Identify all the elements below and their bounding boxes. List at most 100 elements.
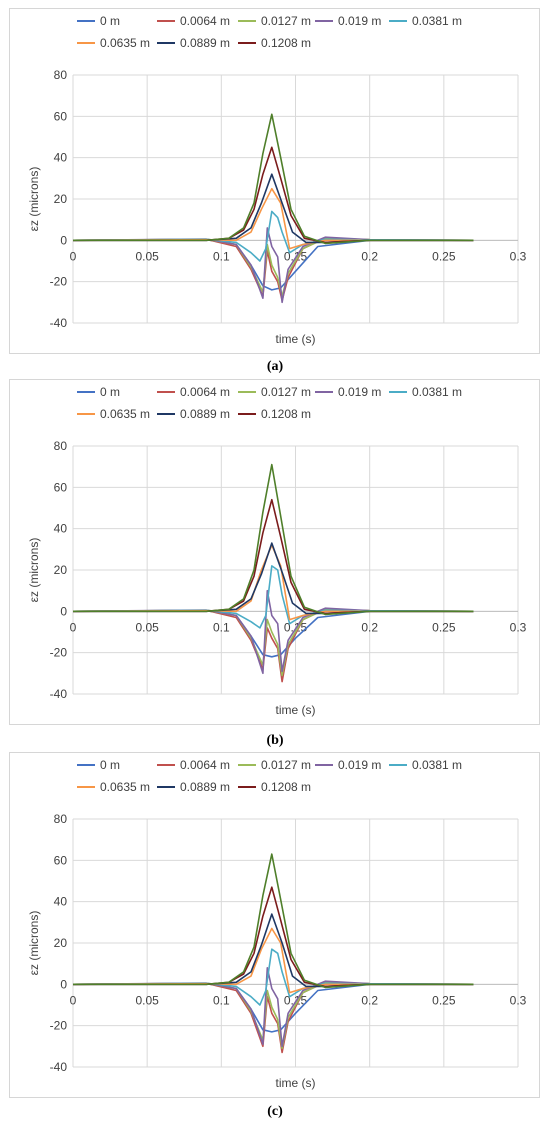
x-tick-label: 0.2 [361,993,378,1007]
y-axis-title: εz (microns) [27,538,41,603]
chart-panel-b: -40 -20 0 20 40 60 80 0 0.05 0.1 0.15 0.2 0.25 0.3 tim… [9,379,540,725]
y-tick-label: 40 [54,522,68,536]
x-tick-label: 0.2 [361,620,378,634]
legend-label: 0 m [100,385,120,399]
series-line [73,463,474,616]
legend-label: 0.0127 m [261,758,311,772]
legend-label: 0.1208 m [261,780,311,794]
legend-label: 0.0127 m [261,385,311,399]
y-tick-label: -40 [50,1060,68,1074]
series-line [72,608,474,677]
caption-a: (a) [0,359,550,375]
series-line [72,981,474,1054]
series-line [72,544,474,621]
y-tick-label: 20 [54,936,68,950]
legend-label: 0.0127 m [261,14,311,28]
series-line [73,542,474,615]
x-axis-title: time (s) [276,703,316,717]
caption-a-text: (a) [266,359,284,374]
y-tick-label: 20 [54,192,68,206]
y-tick-label: 80 [54,812,68,826]
series-line [72,237,474,297]
x-axis-title: time (s) [276,1076,316,1090]
series-line [72,565,474,629]
series-line [72,967,474,1048]
x-tick-label: 0.1 [213,249,230,263]
x-tick-label: 0 [70,620,77,634]
x-tick-label: 0.1 [213,993,230,1007]
y-tick-label: 40 [54,895,68,909]
legend-label: 0.1208 m [261,407,311,421]
x-tick-label: 0.25 [432,620,456,634]
y-tick-label: 60 [54,480,68,494]
legend-label: 0.0381 m [412,758,462,772]
series-line [73,173,474,244]
chart-panel-c: -40 -20 0 20 40 60 80 0 0.05 0.1 0.15 0.2 0.25 0.3 tim… [9,752,540,1098]
y-tick-label: 0 [60,977,67,991]
y-tick-label: -40 [50,316,68,330]
y-tick-label: 40 [54,151,68,165]
y-tick-label: -20 [50,1019,68,1033]
series-line [73,498,474,615]
legend-label: 0.0064 m [180,385,230,399]
y-tick-label: 60 [54,853,68,867]
x-tick-label: 0 [70,249,77,263]
y-tick-label: 80 [54,68,68,82]
legend-label: 0.0064 m [180,758,230,772]
caption-b-text: (b) [266,733,284,748]
series-line [72,227,474,304]
legend-label: 0.0635 m [100,407,150,421]
y-axis-title: εz (microns) [27,911,41,976]
y-tick-label: 80 [54,439,68,453]
legend-label: 0.0635 m [100,36,150,50]
caption-b: (b) [0,733,550,749]
series-line [72,608,474,683]
series-line [72,238,474,291]
legend-label: 0.019 m [338,385,381,399]
caption-c: (c) [0,1104,550,1120]
x-tick-label: 0.05 [135,993,159,1007]
series-line [73,853,474,989]
legend-label: 0 m [100,14,120,28]
x-tick-label: 0.05 [135,249,159,263]
legend-label: 0.0381 m [412,385,462,399]
caption-c-text: (c) [267,1104,283,1119]
series-line [72,187,474,250]
y-tick-label: 60 [54,109,68,123]
series-line [72,927,474,994]
legend-label: 0.0889 m [180,407,230,421]
legend-label: 0.0889 m [180,36,230,50]
x-tick-label: 0.3 [510,993,527,1007]
series-line [73,113,474,245]
x-tick-label: 0.05 [135,620,159,634]
y-axis-title: εz (microns) [27,167,41,232]
legend-label: 0.0889 m [180,780,230,794]
legend-label: 0.019 m [338,758,381,772]
legend-label: 0.019 m [338,14,381,28]
x-tick-label: 0 [70,993,77,1007]
series-line [72,210,474,262]
y-tick-label: -20 [50,646,68,660]
y-tick-label: 20 [54,563,68,577]
legend-label: 0.0635 m [100,780,150,794]
y-tick-label: 0 [60,604,67,618]
x-tick-label: 0.25 [432,249,456,263]
series-line [72,589,474,675]
x-tick-label: 0.2 [361,249,378,263]
legend-label: 0 m [100,758,120,772]
series-line [72,948,474,1006]
y-tick-label: -40 [50,687,68,701]
x-axis-title: time (s) [276,332,316,346]
legend-label: 0.0381 m [412,14,462,28]
series-line [73,146,474,244]
x-tick-label: 0.1 [213,620,230,634]
x-tick-label: 0.3 [510,620,527,634]
y-tick-label: -20 [50,275,68,289]
y-tick-label: 0 [60,233,67,247]
x-tick-label: 0.3 [510,249,527,263]
legend-label: 0.1208 m [261,36,311,50]
x-tick-label: 0.25 [432,993,456,1007]
